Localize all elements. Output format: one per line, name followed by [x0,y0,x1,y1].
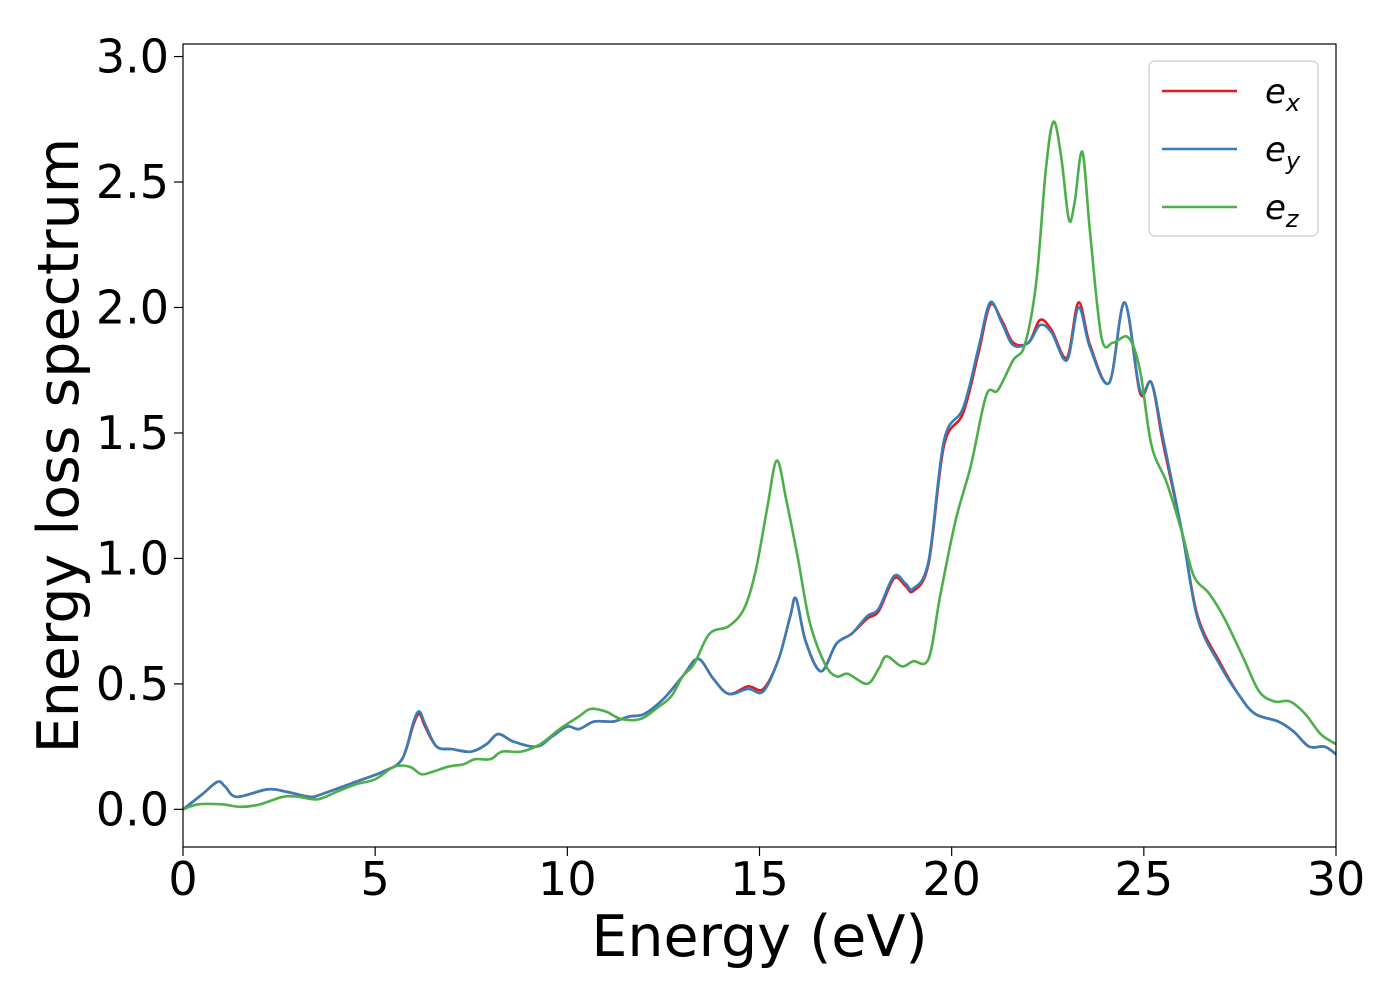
series-line-e-y [182,300,1337,811]
x-axis-ticks: 0 5 10 15 20 25 30 [168,847,1365,906]
x-tick-label: 10 [538,852,597,906]
legend: ex ey ez [1148,60,1319,237]
x-tick-label: 5 [361,852,390,906]
x-tick-label: 15 [730,852,789,906]
x-tick-label: 30 [1307,852,1366,906]
legend-label-e-x: ex [1265,72,1301,117]
y-tick-label: 0.5 [96,657,169,711]
x-tick-label: 0 [168,852,197,906]
y-tick-label: 1.0 [96,531,169,585]
y-axis-ticks: 0.0 0.5 1.0 1.5 2.0 2.5 3.0 [96,30,183,836]
series-line-e-z [182,120,1337,811]
legend-label-e-y: ey [1265,130,1301,175]
y-tick-label: 2.0 [96,280,169,334]
y-axis-label: Energy loss spectrum [26,138,92,754]
y-tick-label: 1.5 [96,406,169,460]
y-tick-label: 2.5 [96,155,169,209]
x-tick-label: 25 [1115,852,1174,906]
x-tick-label: 20 [922,852,981,906]
y-tick-label: 0.0 [96,782,169,836]
legend-label-e-z: ez [1265,188,1300,233]
y-tick-label: 3.0 [96,30,169,84]
x-axis-label: Energy (eV) [591,904,927,970]
plot-lines [182,120,1337,811]
